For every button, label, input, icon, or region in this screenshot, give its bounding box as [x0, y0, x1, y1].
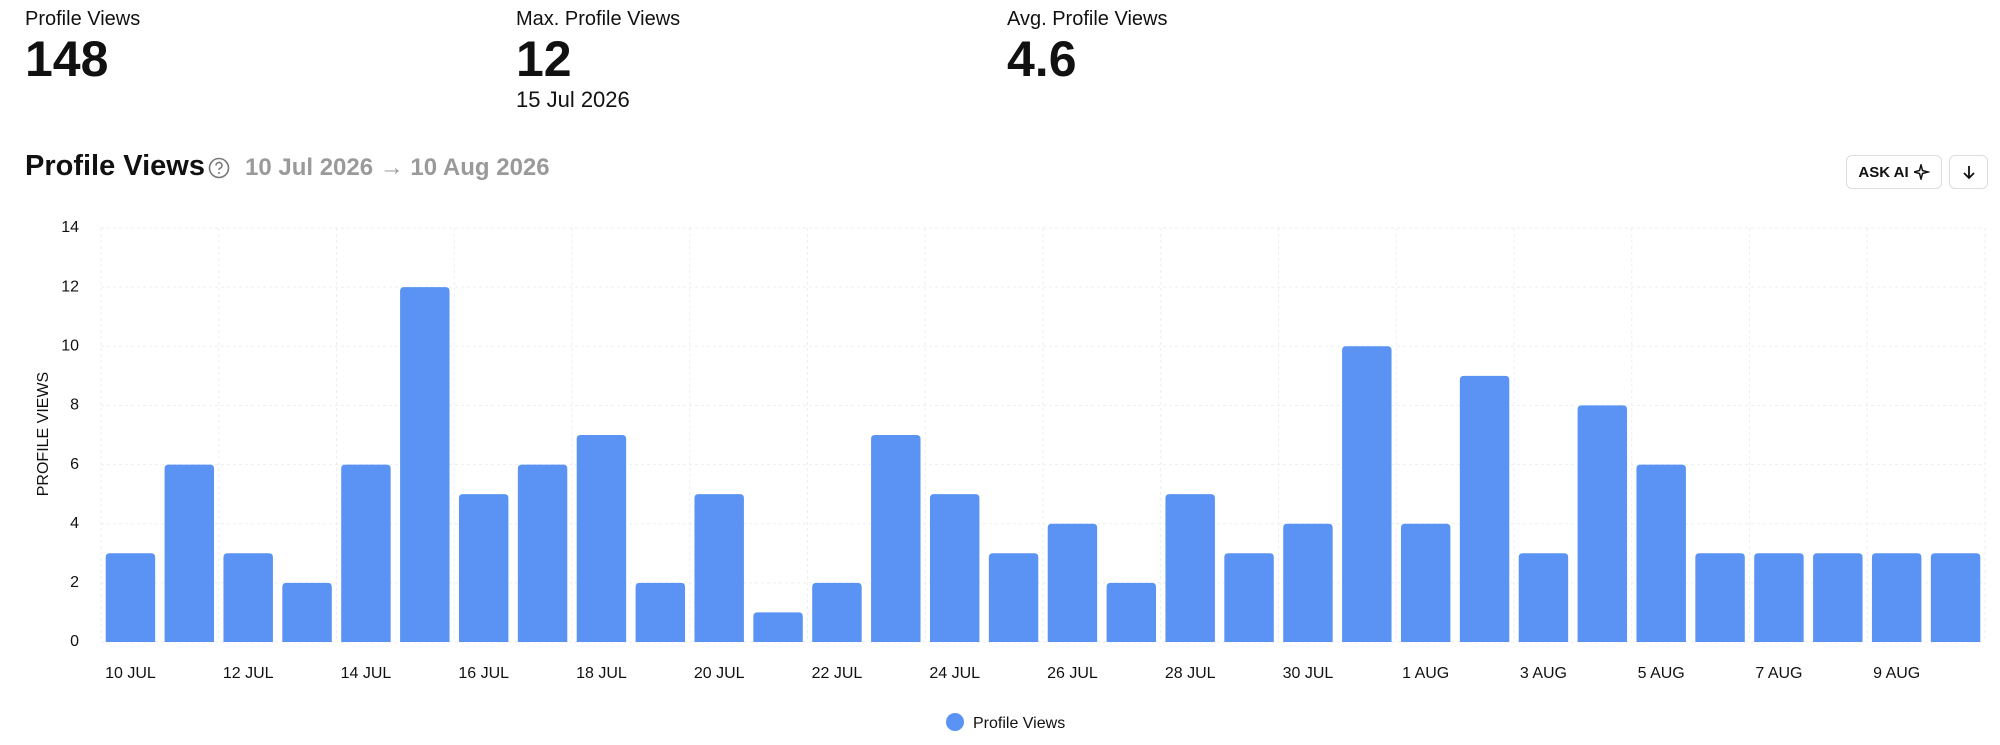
help-icon[interactable]: [208, 157, 230, 179]
bar: [1165, 494, 1215, 642]
legend-swatch: [946, 713, 964, 731]
stat-label: Avg. Profile Views: [1007, 8, 1168, 30]
x-tick-label: 28 JUL: [1165, 665, 1216, 682]
bar: [223, 553, 273, 642]
x-tick-label: 3 AUG: [1520, 665, 1567, 682]
y-tick-label: 4: [70, 515, 79, 532]
x-tick-label: 30 JUL: [1283, 665, 1334, 682]
bar: [1047, 523, 1098, 642]
stat: Avg. Profile Views 4.6: [1007, 8, 1167, 87]
x-tick-label: 1 AUG: [1402, 665, 1449, 682]
sparkle-icon: [1913, 164, 1930, 180]
stat-label: Max. Profile Views: [516, 8, 681, 30]
date-range: 10 Jul 2026 → 10 Aug 2026: [245, 154, 550, 181]
x-tick-label: 9 AUG: [1873, 665, 1920, 682]
x-tick-label: 18 JUL: [576, 665, 627, 682]
stat-value: 12: [516, 31, 572, 87]
bar: [871, 435, 921, 642]
stat: Profile Views 148: [25, 8, 140, 87]
bar: [576, 435, 627, 642]
y-tick-label: 6: [70, 456, 79, 473]
bar: [282, 582, 332, 642]
bar: [1518, 553, 1569, 642]
bar: [1342, 346, 1392, 642]
bar: [694, 494, 744, 642]
bar: [635, 582, 686, 642]
x-tick-label: 7 AUG: [1755, 665, 1802, 682]
x-tick-label: 14 JUL: [341, 665, 392, 682]
bar: [1459, 375, 1510, 642]
stat: Max. Profile Views 12 15 Jul 2026: [516, 8, 680, 113]
bar: [1813, 553, 1863, 642]
x-tick-label: 5 AUG: [1638, 665, 1685, 682]
download-icon: [1962, 166, 1975, 180]
bar: [1577, 405, 1628, 642]
bar: [164, 464, 215, 642]
legend-label: Profile Views: [973, 715, 1065, 732]
y-tick-label: 8: [70, 397, 79, 414]
bar: [812, 582, 862, 642]
y-tick-label: 2: [70, 574, 79, 591]
section-title: Profile Views: [25, 150, 205, 182]
stat-label: Profile Views: [25, 8, 141, 30]
bar: [517, 464, 568, 642]
y-tick-label: 14: [61, 219, 79, 236]
bar: [400, 287, 450, 642]
x-tick-label: 20 JUL: [694, 665, 745, 682]
bar: [1871, 553, 1922, 642]
x-tick-label: 26 JUL: [1047, 665, 1098, 682]
stat-value: 4.6: [1007, 31, 1077, 87]
button-label: ASK AI: [1858, 163, 1909, 181]
stat-value: 148: [25, 31, 109, 87]
download-button[interactable]: [1949, 155, 1988, 189]
bar: [458, 494, 509, 642]
bar: [1400, 523, 1451, 642]
bar: [929, 494, 980, 642]
bar: [1754, 553, 1804, 642]
x-tick-label: 10 JUL: [105, 665, 156, 682]
bar: [1636, 464, 1686, 642]
bar: [1930, 553, 1981, 642]
stat-date: 15 Jul 2026: [516, 87, 630, 112]
bar: [753, 612, 803, 642]
bar: [1695, 553, 1745, 642]
y-tick-label: 0: [70, 633, 79, 650]
x-tick-label: 16 JUL: [458, 665, 509, 682]
bar: [341, 464, 391, 642]
bar: [105, 553, 156, 642]
y-axis-title: PROFILE VIEWS: [35, 372, 52, 496]
bar: [1106, 582, 1157, 642]
y-tick-label: 10: [61, 338, 79, 355]
ask-ai-button[interactable]: ASK AI: [1846, 155, 1942, 189]
y-tick-label: 12: [61, 278, 79, 295]
bar: [988, 553, 1039, 642]
x-tick-label: 24 JUL: [929, 665, 980, 682]
bar: [1283, 523, 1333, 642]
x-tick-label: 22 JUL: [812, 665, 863, 682]
x-tick-label: 12 JUL: [223, 665, 274, 682]
bar: [1224, 553, 1274, 642]
